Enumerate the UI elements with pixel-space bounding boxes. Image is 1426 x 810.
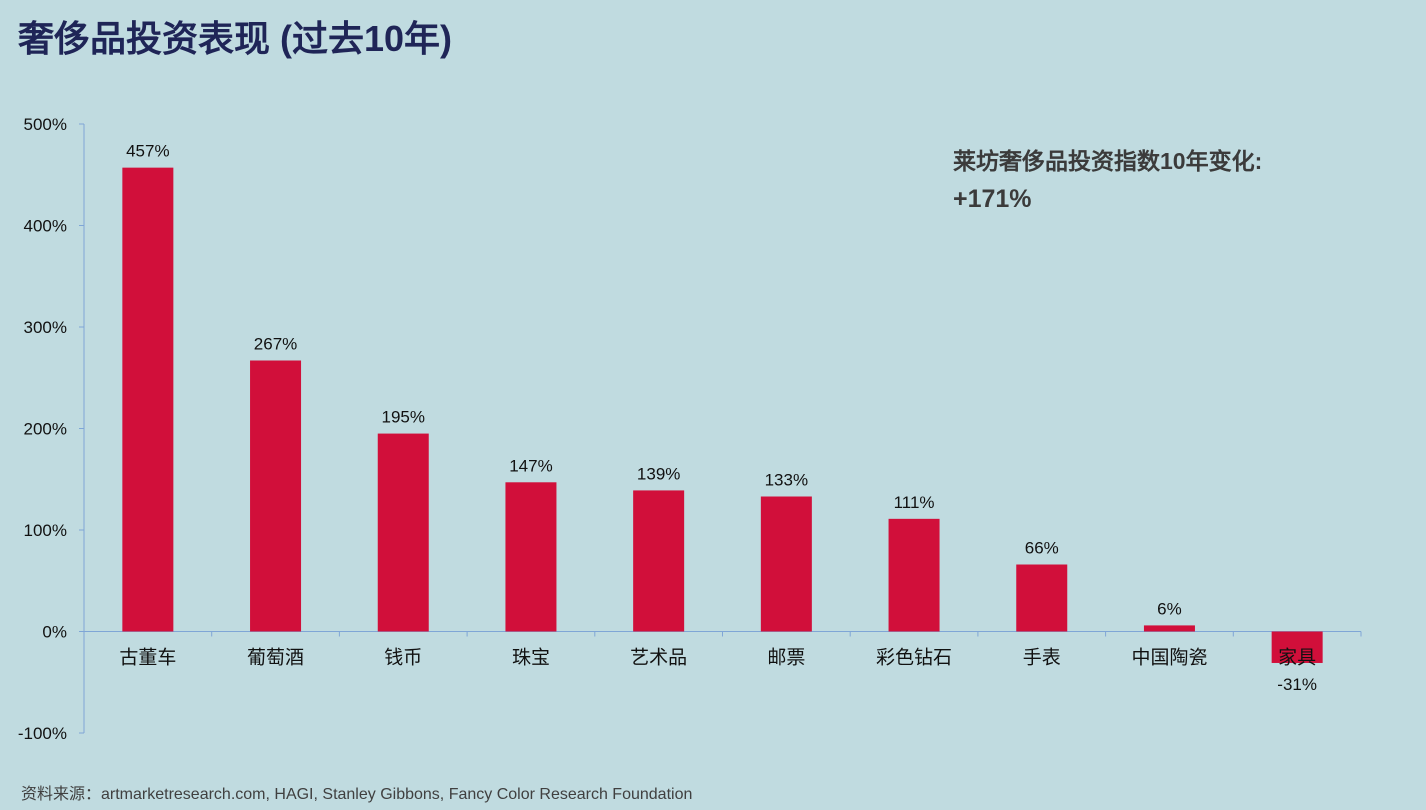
annotation-text: 莱坊奢侈品投资指数10年变化:	[953, 148, 1263, 174]
bar-7	[1016, 564, 1068, 632]
y-tick-label: 500%	[24, 115, 67, 134]
chart-title: 奢侈品投资表现 (过去10年)	[18, 18, 453, 59]
data-label: 147%	[509, 456, 552, 475]
data-label: 66%	[1025, 539, 1059, 558]
bar-6	[888, 518, 940, 632]
data-label: 111%	[894, 493, 935, 512]
bar-2	[377, 433, 429, 632]
data-label: 267%	[254, 334, 297, 353]
bar-3	[505, 482, 557, 632]
bar-0	[122, 167, 174, 632]
annotation-value: +171%	[953, 185, 1032, 213]
bar-1	[250, 360, 302, 632]
bar-9	[1271, 631, 1323, 663]
x-category-label: 中国陶瓷	[1131, 647, 1207, 669]
data-label: 133%	[765, 471, 808, 490]
x-category-label: 钱币	[384, 647, 422, 669]
bar-8	[1143, 625, 1195, 632]
x-category-label: 彩色钻石	[876, 647, 952, 669]
index-annotation: 莱坊奢侈品投资指数10年变化: +171%	[953, 143, 1262, 219]
bar-5	[760, 496, 812, 632]
y-tick-label: 0%	[42, 623, 67, 642]
data-label: -31%	[1277, 675, 1317, 694]
data-label: 457%	[126, 142, 169, 161]
x-category-label: 古董车	[119, 647, 176, 669]
y-tick-label: 400%	[24, 217, 67, 236]
y-tick-label: 100%	[24, 521, 67, 540]
x-category-label: 邮票	[767, 647, 805, 669]
x-category-label: 家具	[1278, 647, 1316, 669]
y-tick-label: 300%	[24, 318, 67, 337]
bar-4	[633, 490, 685, 632]
data-label: 6%	[1157, 599, 1182, 618]
source-note: 资料来源：artmarketresearch.com, HAGI, Stanle…	[21, 786, 693, 803]
x-category-label: 珠宝	[512, 647, 550, 669]
data-label: 139%	[637, 464, 680, 483]
data-label: 195%	[382, 408, 425, 427]
x-category-label: 手表	[1023, 647, 1061, 669]
y-tick-label: -100%	[18, 724, 67, 743]
x-category-label: 艺术品	[630, 647, 687, 669]
x-category-label: 葡萄酒	[247, 647, 304, 669]
y-tick-label: 200%	[24, 420, 67, 439]
